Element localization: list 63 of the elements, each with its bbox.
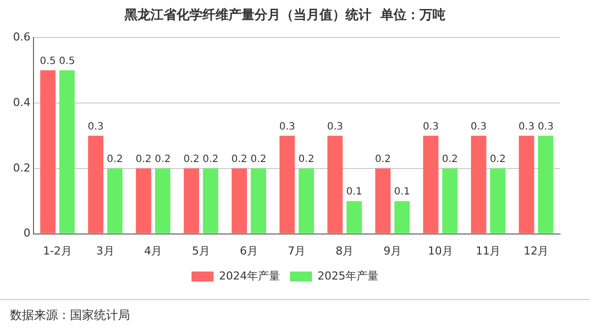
bar — [107, 168, 123, 234]
data-label: 0.2 — [442, 154, 458, 165]
data-label: 0.3 — [279, 121, 296, 132]
x-tick-label: 9月 — [383, 244, 402, 258]
bar — [394, 201, 410, 234]
bar — [423, 136, 438, 234]
bar — [538, 136, 554, 234]
bar — [346, 201, 362, 234]
bar — [490, 168, 506, 234]
x-tick-label: 4月 — [144, 244, 162, 258]
bar — [470, 136, 486, 234]
data-label: 0.3 — [470, 121, 487, 132]
data-label: 0.3 — [327, 121, 343, 132]
x-tick-label: 3月 — [96, 244, 114, 258]
bar — [327, 136, 343, 234]
source-note: 数据来源：国家统计局 — [10, 308, 130, 322]
data-label: 0.2 — [374, 154, 391, 165]
bar — [298, 168, 314, 234]
bar — [155, 168, 170, 234]
data-label: 0.2 — [183, 154, 200, 165]
data-label: 0.2 — [136, 154, 152, 165]
x-tick-label: 6月 — [240, 244, 258, 258]
data-label: 0.2 — [154, 154, 171, 165]
data-label: 0.3 — [422, 121, 439, 132]
x-tick-label: 7月 — [288, 244, 306, 258]
x-tick-label: 10月 — [428, 244, 453, 258]
data-label: 0.3 — [518, 121, 534, 132]
legend-label: 2024年产量 — [219, 269, 280, 282]
bar — [232, 168, 247, 234]
data-label: 0.5 — [40, 56, 56, 67]
data-label: 0.2 — [202, 154, 219, 165]
data-label: 0.2 — [231, 154, 248, 165]
y-tick-label: 0.4 — [12, 96, 30, 109]
bar — [250, 168, 266, 234]
bar — [375, 168, 391, 234]
x-tick-label: 12月 — [524, 244, 549, 258]
x-tick-label: 11月 — [476, 244, 501, 258]
y-tick-label: 0.6 — [12, 30, 30, 44]
data-label: 0.2 — [298, 154, 314, 165]
data-label: 0.5 — [59, 56, 75, 67]
bar — [202, 168, 218, 234]
data-label: 0.3 — [538, 121, 554, 132]
chart-title: 黑龙江省化学纤维产量分月（当月值）统计 单位：万吨 — [123, 7, 446, 24]
legend-label: 2025年产量 — [318, 269, 378, 282]
bar — [518, 136, 534, 234]
data-label: 0.3 — [88, 121, 104, 132]
bar — [280, 136, 295, 234]
data-label: 0.1 — [346, 186, 362, 198]
data-label: 0.2 — [106, 154, 123, 165]
bar — [184, 168, 200, 234]
bar — [40, 70, 56, 234]
data-label: 0.1 — [394, 186, 410, 198]
data-label: 0.2 — [250, 154, 266, 165]
y-tick-label: 0 — [23, 226, 30, 240]
bar — [136, 168, 152, 234]
bar — [88, 136, 104, 234]
bar — [442, 168, 458, 234]
bar — [59, 70, 75, 234]
x-tick-label: 5月 — [192, 244, 210, 258]
data-label: 0.2 — [490, 154, 506, 165]
y-tick-label: 0.2 — [12, 161, 30, 174]
x-tick-label: 1-2月 — [42, 244, 72, 258]
x-tick-label: 8月 — [336, 244, 354, 258]
